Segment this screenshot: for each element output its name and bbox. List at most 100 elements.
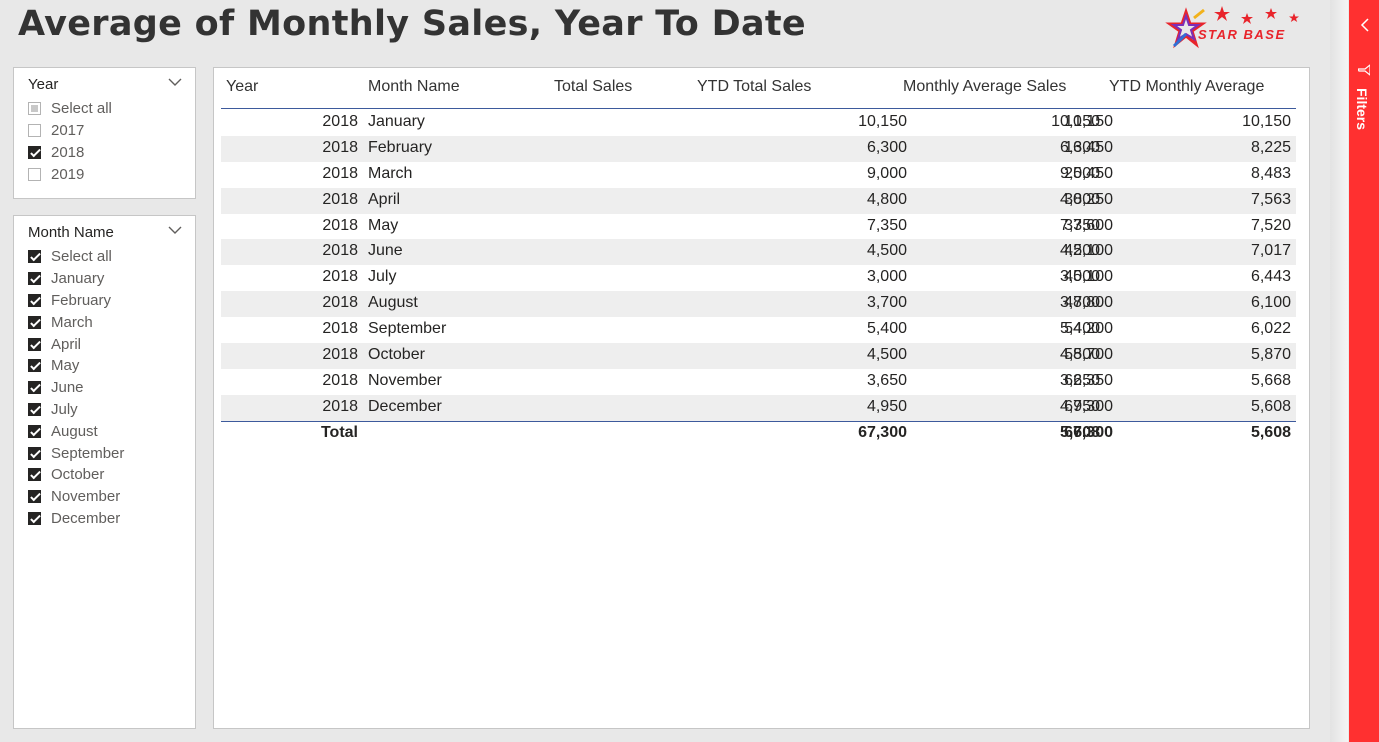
column-header-monthly-average-sales[interactable]: Monthly Average Sales — [903, 78, 1067, 95]
month-option[interactable]: November — [28, 486, 124, 508]
month-option[interactable]: Select all — [28, 246, 124, 268]
cell-month-name: September — [368, 320, 447, 338]
total-monthly-average-sales: 5,608 — [1059, 424, 1100, 441]
table-row[interactable]: 2018 November 3,650 62,350 3,650 5,668 — [221, 369, 1296, 395]
filter-icon — [1358, 63, 1370, 77]
month-option[interactable]: December — [28, 508, 124, 530]
cell-total-sales: 3,000 — [866, 268, 907, 286]
cell-year: 2018 — [322, 346, 358, 364]
checkbox-icon[interactable] — [28, 337, 41, 351]
month-option[interactable]: October — [28, 464, 124, 486]
checkbox-icon[interactable] — [28, 272, 41, 286]
checkbox-icon[interactable] — [28, 145, 41, 159]
month-option[interactable]: January — [28, 268, 124, 290]
cell-ytd-monthly-average: 7,520 — [1250, 216, 1291, 234]
cell-monthly-average-sales: 3,700 — [1059, 294, 1100, 312]
svg-text:STAR BASE: STAR BASE — [1198, 27, 1286, 42]
chevron-left-icon[interactable] — [1360, 18, 1370, 32]
cell-monthly-average-sales: 6,300 — [1059, 138, 1100, 156]
cell-year: 2018 — [322, 268, 358, 286]
month-option[interactable]: May — [28, 355, 124, 377]
filters-pane[interactable]: Filters — [1349, 0, 1379, 742]
cell-ytd-total-sales: 58,700 — [1064, 346, 1113, 364]
cell-monthly-average-sales: 3,650 — [1059, 371, 1100, 389]
table-row[interactable]: 2018 September 5,400 54,200 5,400 6,022 — [221, 317, 1296, 343]
checkbox-icon[interactable] — [28, 446, 41, 460]
month-option-label: November — [51, 488, 121, 506]
total-ytd-total-sales: 67,300 — [1064, 424, 1113, 441]
cell-month-name: July — [368, 268, 397, 286]
column-header-year[interactable]: Year — [226, 78, 259, 95]
month-option[interactable]: March — [28, 311, 124, 333]
column-header-total-sales[interactable]: Total Sales — [554, 78, 633, 95]
cell-ytd-total-sales: 45,100 — [1064, 268, 1113, 286]
total-total-sales: 67,300 — [858, 424, 907, 441]
column-header-ytd-monthly-average[interactable]: YTD Monthly Average — [1109, 78, 1265, 95]
cell-month-name: October — [368, 346, 425, 364]
table-row[interactable]: 2018 October 4,500 58,700 4,500 5,870 — [221, 343, 1296, 369]
checkbox-icon[interactable] — [28, 250, 41, 264]
chevron-down-icon[interactable] — [168, 226, 182, 235]
month-slicer: Month Name Select all January February Marc… — [13, 215, 196, 729]
filters-label[interactable]: Filters — [1354, 88, 1370, 131]
table-row[interactable]: 2018 February 6,300 16,450 6,300 8,225 — [221, 135, 1296, 162]
cell-total-sales: 5,400 — [866, 320, 907, 338]
table-row[interactable]: 2018 July 3,000 45,100 3,000 6,443 — [221, 265, 1296, 291]
month-option-label: April — [51, 335, 82, 353]
chevron-down-icon[interactable] — [168, 78, 182, 87]
cell-monthly-average-sales: 3,000 — [1059, 268, 1100, 286]
cell-monthly-average-sales: 4,950 — [1059, 397, 1100, 415]
checkbox-icon[interactable] — [28, 167, 41, 181]
month-option-label: October — [51, 466, 105, 484]
cell-month-name: April — [368, 190, 401, 208]
checkbox-icon[interactable] — [28, 424, 41, 438]
month-option[interactable]: April — [28, 333, 124, 355]
month-option[interactable]: June — [28, 377, 124, 399]
table-row[interactable]: 2018 January 10,150 10,150 10,150 10,150 — [221, 110, 1296, 136]
total-label: Total — [320, 424, 358, 441]
cell-year: 2018 — [322, 242, 358, 260]
cell-total-sales: 7,350 — [866, 216, 907, 234]
checkbox-icon[interactable] — [28, 511, 41, 525]
table-row[interactable]: 2018 June 4,500 42,100 4,500 7,017 — [221, 239, 1296, 266]
cell-ytd-total-sales: 48,800 — [1064, 294, 1113, 312]
star-base-logo: STAR BASE — [1164, 4, 1309, 54]
year-option[interactable]: 2019 — [28, 163, 112, 185]
column-header-ytd-total-sales[interactable]: YTD Total Sales — [697, 78, 812, 95]
checkbox-icon[interactable] — [28, 102, 41, 116]
month-option-label: February — [51, 291, 112, 309]
month-option[interactable]: September — [28, 442, 124, 464]
month-option[interactable]: February — [28, 290, 124, 312]
checkbox-icon[interactable] — [28, 468, 41, 482]
month-option[interactable]: August — [28, 420, 124, 442]
table-body: 2018 January 10,150 10,150 10,150 10,150 2018 F… — [221, 110, 1296, 422]
cell-month-name: November — [368, 371, 442, 389]
year-option[interactable]: 2017 — [28, 120, 112, 142]
cell-total-sales: 6,300 — [866, 138, 907, 156]
cell-ytd-total-sales: 10,150 — [1064, 113, 1113, 130]
table-total-row: Total 67,300 67,300 5,608 5,608 — [221, 420, 1296, 446]
checkbox-icon[interactable] — [28, 359, 41, 373]
checkbox-icon[interactable] — [28, 315, 41, 329]
table-row[interactable]: 2018 August 3,700 48,800 3,700 6,100 — [221, 291, 1296, 318]
checkbox-icon[interactable] — [28, 402, 41, 416]
table-row[interactable]: 2018 March 9,000 25,450 9,000 8,483 — [221, 162, 1296, 188]
table-row[interactable]: 2018 December 4,950 67,300 4,950 5,608 — [221, 394, 1296, 422]
cell-month-name: February — [368, 138, 433, 156]
table-row[interactable]: 2018 April 4,800 30,250 4,800 7,563 — [221, 187, 1296, 214]
month-option-label: December — [51, 509, 121, 527]
year-option[interactable]: Select all — [28, 98, 112, 120]
checkbox-icon[interactable] — [28, 124, 41, 138]
month-option[interactable]: July — [28, 399, 124, 421]
cell-monthly-average-sales: 9,000 — [1059, 164, 1100, 182]
year-option[interactable]: 2018 — [28, 142, 112, 164]
checkbox-icon[interactable] — [28, 490, 41, 504]
cell-ytd-total-sales: 42,100 — [1064, 242, 1113, 260]
checkbox-icon[interactable] — [28, 381, 41, 395]
month-option-label: March — [51, 313, 93, 331]
cell-ytd-monthly-average: 5,668 — [1250, 371, 1291, 389]
column-header-month-name[interactable]: Month Name — [368, 78, 460, 95]
table-row[interactable]: 2018 May 7,350 37,600 7,350 7,520 — [221, 214, 1296, 240]
checkbox-icon[interactable] — [28, 293, 41, 307]
cell-total-sales: 9,000 — [866, 164, 907, 182]
